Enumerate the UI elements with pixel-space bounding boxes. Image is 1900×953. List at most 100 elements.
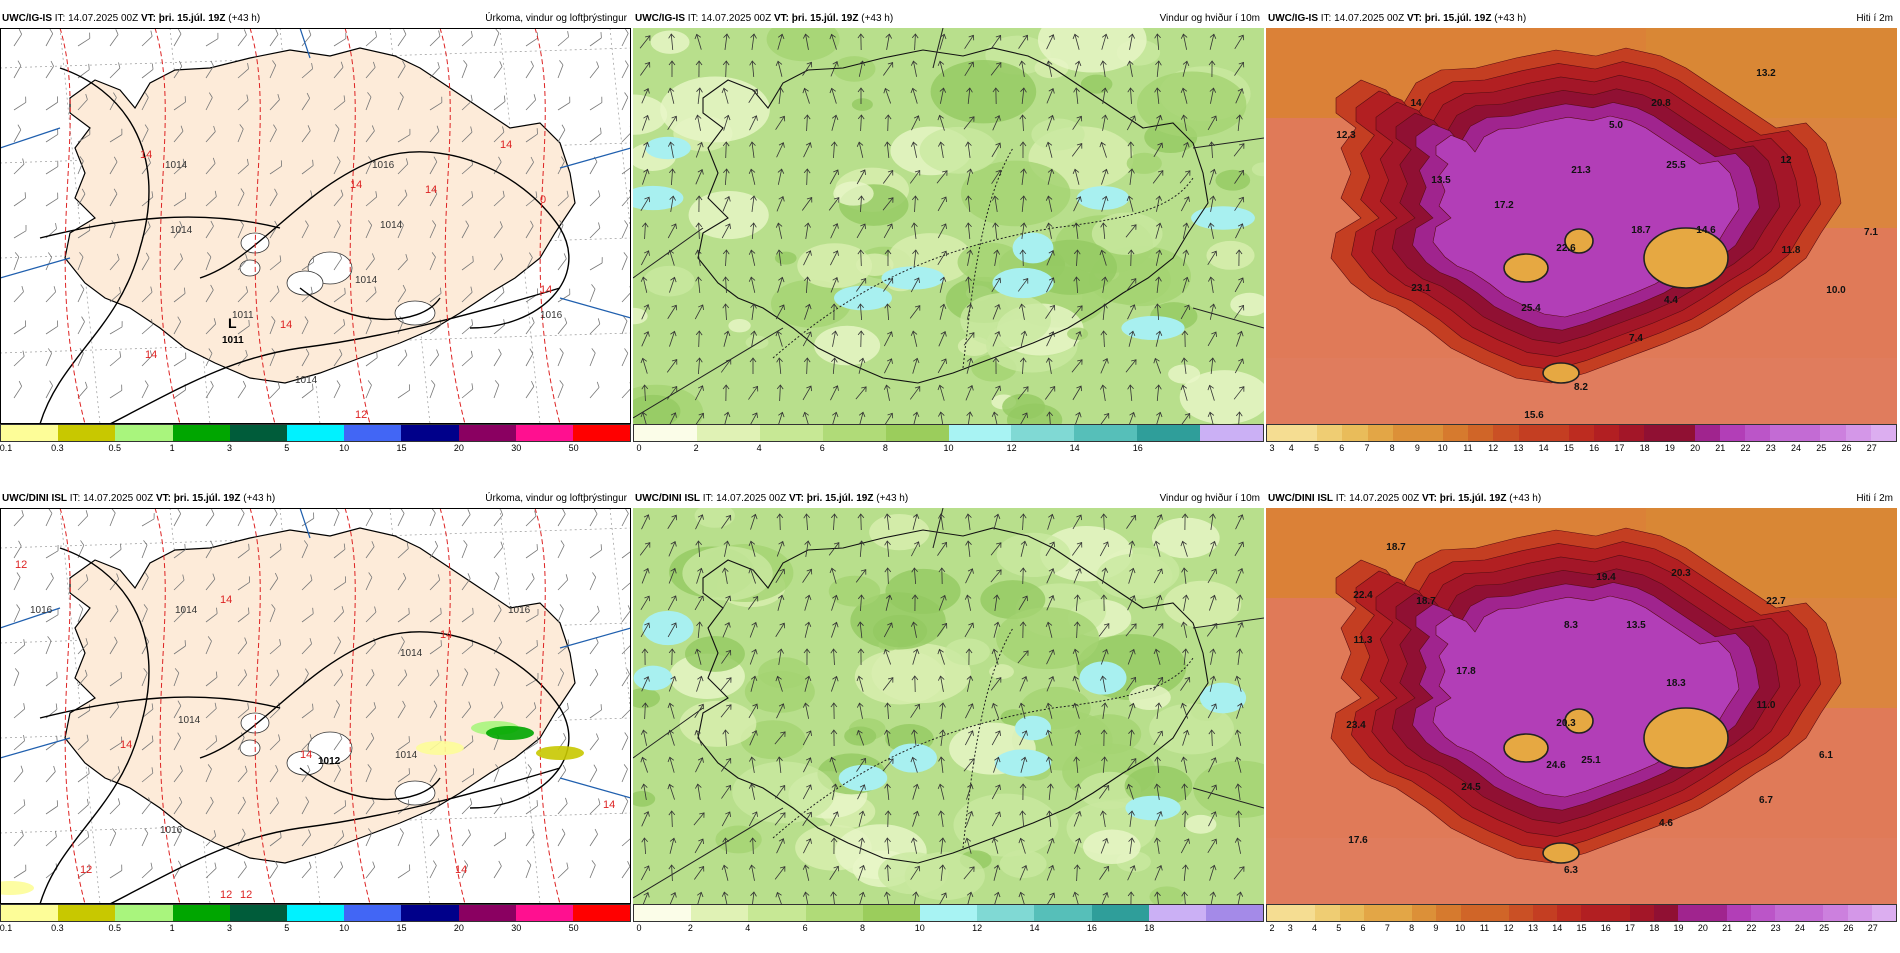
temperature-value: 13.2	[1756, 68, 1776, 79]
isobar-label: 1016	[540, 310, 563, 321]
isobar-label: 1014	[178, 715, 201, 726]
gust-area	[634, 666, 673, 691]
init-time: IT: 14.07.2025 00Z	[1321, 13, 1404, 24]
temperature-label: 12	[240, 889, 252, 901]
legend-tick-label: 3	[1288, 923, 1293, 933]
legend-tick-label: 7	[1385, 923, 1390, 933]
glacier-cool-area	[1644, 228, 1728, 288]
legend-tick-label: 30	[511, 923, 521, 933]
temperature-value: 25.4	[1521, 303, 1541, 314]
temperature-label: 12	[220, 889, 232, 901]
temperature-value: 18.7	[1386, 542, 1406, 553]
temperature-label: 14	[425, 184, 437, 196]
legend-tick-label: 26	[1842, 443, 1852, 453]
legend-tick-label: 14	[1539, 443, 1549, 453]
legend-tick-label: 10	[943, 443, 953, 453]
legend-swatch	[459, 905, 516, 921]
legend-tick-label: 24	[1795, 923, 1805, 933]
legend-swatch	[1519, 425, 1544, 441]
temperature-label: 14	[300, 749, 312, 761]
valid-time-label: VT:	[156, 493, 171, 504]
legend-tick-label: 9	[1415, 443, 1420, 453]
temperature-value: 11.8	[1782, 245, 1801, 256]
legend-tick-label: 3	[1269, 443, 1274, 453]
legend-swatch	[401, 425, 458, 441]
legend-tick-label: 1	[170, 923, 175, 933]
panel-header: UWC/IG-IS IT: 14.07.2025 00Z VT: þri. 15…	[0, 10, 631, 28]
legend-swatch	[1670, 425, 1695, 441]
temperature-value: 10.0	[1826, 285, 1846, 296]
legend-tick-label: 16	[1133, 443, 1143, 453]
legend-tick-label: 21	[1715, 443, 1725, 453]
gust-area	[1015, 716, 1051, 741]
legend-tick-label: 15	[1564, 443, 1574, 453]
panel-precip-igis: UWC/IG-IS IT: 14.07.2025 00Z VT: þri. 15…	[0, 10, 631, 473]
legend-swatch	[573, 905, 630, 921]
legend-tick-label: 4	[757, 443, 762, 453]
legend-swatch	[1846, 425, 1871, 441]
legend-swatch	[173, 425, 230, 441]
legend-swatch	[1315, 905, 1339, 921]
legend-swatch	[1340, 905, 1364, 921]
isobar-label: 1014	[175, 605, 198, 616]
legend-swatch	[920, 905, 977, 921]
temperature-value: 18.7	[1416, 596, 1436, 607]
isobar-label: 1016	[160, 825, 183, 836]
legend-swatch	[230, 425, 287, 441]
legend-swatch	[115, 905, 172, 921]
legend-swatch	[1871, 425, 1896, 441]
temperature-label: 14	[140, 149, 152, 161]
legend-swatch	[287, 425, 344, 441]
temperature-label: 14	[280, 319, 292, 331]
isobar-label: 1014	[355, 275, 378, 286]
model-name: UWC/DINI ISL	[2, 493, 67, 504]
legend-swatch	[1720, 425, 1745, 441]
legend-tick-label: 50	[569, 443, 579, 453]
legend-tick-label: 0.1	[0, 443, 12, 453]
legend-swatch	[760, 425, 823, 441]
legend-tick-label: 20	[454, 443, 464, 453]
legend-swatch	[863, 905, 920, 921]
legend-tick-label: 6	[1361, 923, 1366, 933]
legend-swatch	[1751, 905, 1775, 921]
legend-swatch	[1695, 425, 1720, 441]
legend-swatch	[1795, 425, 1820, 441]
lead-time: (+43 h)	[228, 13, 260, 24]
temperature-value: 6.7	[1759, 795, 1773, 806]
temperature-value: 11.0	[1757, 700, 1776, 711]
legend-swatch	[58, 425, 115, 441]
legend-tick-label: 12	[972, 923, 982, 933]
gust-area	[1121, 316, 1184, 340]
glacier-outline	[395, 781, 435, 805]
legend-swatch	[1820, 425, 1845, 441]
temperature-value: 7.4	[1629, 333, 1643, 344]
legend-tick-label: 5	[1336, 923, 1341, 933]
temperature-value: 12	[1780, 155, 1792, 166]
panel-temp-dini: UWC/DINI ISL IT: 14.07.2025 00Z VT: þri.…	[1266, 490, 1897, 953]
legend-colorbar	[633, 424, 1264, 442]
legend-colorbar	[0, 424, 631, 442]
legend-tick-label: 14	[1030, 923, 1040, 933]
panel-header: UWC/IG-IS IT: 14.07.2025 00Z VT: þri. 15…	[1266, 10, 1897, 28]
temperature-label: 14	[220, 594, 232, 606]
legend-tick-label: 23	[1771, 923, 1781, 933]
legend-swatch	[886, 425, 949, 441]
legend-tick-label: 2	[1269, 923, 1274, 933]
legend-swatch	[516, 905, 573, 921]
temperature-value: 14.6	[1696, 225, 1716, 236]
legend-colorbar	[1266, 904, 1897, 922]
valid-time: þri. 15.júl. 19Z	[807, 493, 874, 504]
legend-swatch	[344, 905, 401, 921]
panel-header: UWC/DINI ISL IT: 14.07.2025 00Z VT: þri.…	[1266, 490, 1897, 508]
temperature-value: 13.5	[1626, 620, 1646, 631]
isobar-label: 1014	[380, 220, 403, 231]
legend-swatch	[1509, 905, 1533, 921]
temperature-label: 14	[603, 799, 615, 811]
legend-swatch	[806, 905, 863, 921]
init-time: IT: 14.07.2025 00Z	[70, 493, 153, 504]
legend-tick-label: 1	[170, 443, 175, 453]
temperature-value: 11.3	[1354, 635, 1373, 646]
glacier-cool-area	[1543, 843, 1579, 863]
